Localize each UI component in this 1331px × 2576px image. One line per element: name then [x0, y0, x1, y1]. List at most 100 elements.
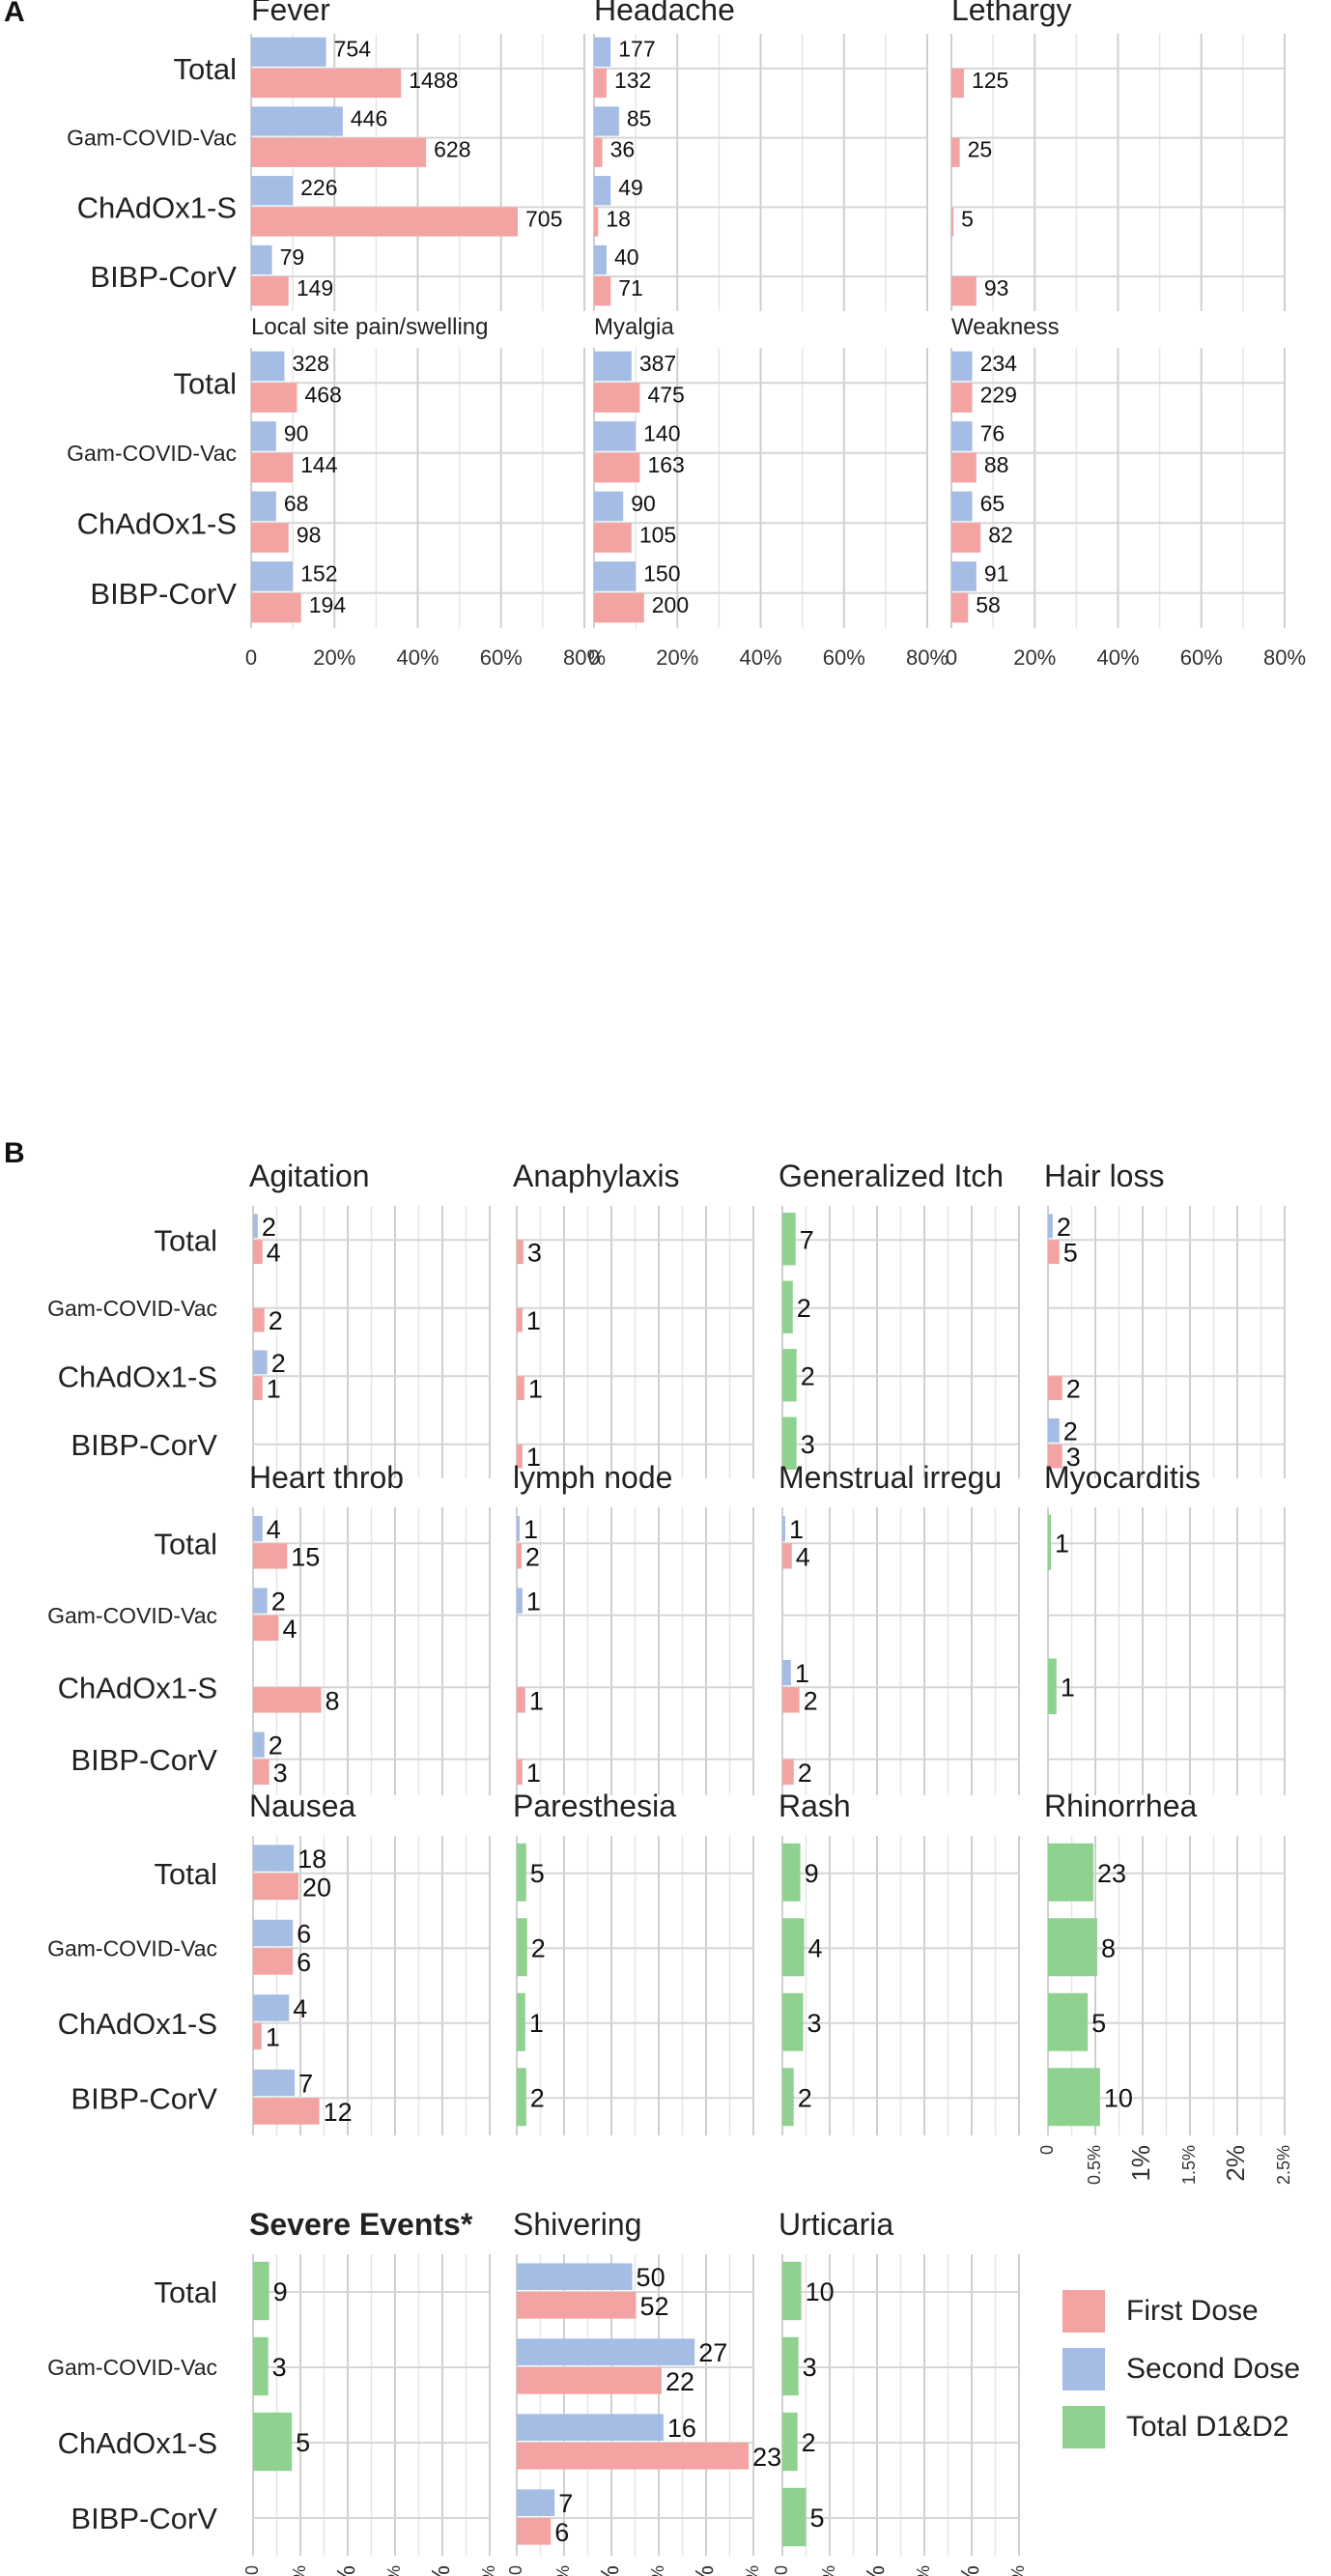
bar-total-d1-d2 — [782, 2336, 799, 2396]
data-label: 3 — [803, 2353, 817, 2382]
data-label: 3 — [527, 1239, 542, 1268]
bar-total-d1-d2 — [782, 1349, 797, 1402]
bar-total-d1-d2 — [782, 1992, 804, 2051]
legend-label-second-dose: Second Dose — [1126, 2353, 1301, 2385]
data-label: 10 — [1104, 2083, 1133, 2112]
facet-rash: Rash 9 4 3 2 — [779, 1789, 1020, 2135]
bar-first-dose — [951, 592, 969, 623]
facet-rhinorrhea: Rhinorrhea 23 8 5 10 0 0.5% 1% 1.5% 2% 2.5% — [1037, 1789, 1293, 2185]
bar-first-dose — [517, 1687, 525, 1713]
facet-title: Heart throb — [249, 1460, 404, 1495]
facet-title: Anaphylaxis — [513, 1159, 680, 1193]
facet-paresthesia: Paresthesia 5 2 1 2 — [513, 1789, 754, 2135]
data-label: 705 — [525, 206, 562, 231]
bar-second-dose — [253, 1214, 258, 1239]
facet-title: Nausea — [249, 1789, 356, 1823]
tick-label: 0.5% — [553, 2565, 573, 2576]
bar-total-d1-d2 — [782, 2412, 798, 2472]
tick-label: 80% — [906, 645, 949, 670]
facet-title: Lethargy — [951, 0, 1072, 27]
data-label: 1 — [529, 2009, 544, 2038]
tick-label: 0 — [946, 645, 957, 670]
tick-label: 20% — [313, 645, 355, 670]
bar-second-dose — [951, 491, 973, 522]
data-label: 2 — [1066, 1375, 1081, 1404]
bar-second-dose — [517, 2414, 664, 2441]
data-label: 9 — [805, 1859, 819, 1888]
bar-second-dose — [594, 106, 619, 136]
data-label: 2 — [1057, 1213, 1071, 1242]
facet-weakness: Weakness 234 76 65 91 229 88 82 58 0 20% 40% 60% 80% — [946, 314, 1306, 670]
data-label: 4 — [293, 1994, 307, 2023]
data-label: 1 — [528, 1375, 543, 1404]
bar-total-d1-d2 — [1048, 2068, 1100, 2127]
facet-title: Headache — [594, 0, 735, 27]
category-label: BIBP-CorV — [71, 2081, 217, 2115]
tick-label: 1.5% — [384, 2565, 404, 2576]
bar-first-dose — [517, 2292, 637, 2319]
data-label: 1 — [526, 1759, 541, 1788]
data-label: 144 — [300, 452, 338, 477]
tick-label: 0 — [242, 2565, 262, 2575]
data-label: 65 — [980, 491, 1005, 516]
data-label: 16 — [667, 2414, 696, 2443]
data-label: 3 — [273, 1759, 288, 1788]
category-label: ChAdOx1-S — [77, 190, 237, 224]
data-label: 1 — [1061, 1673, 1075, 1702]
data-label: 2 — [801, 1361, 815, 1390]
bar-first-dose — [253, 1687, 322, 1713]
bar-first-dose — [782, 1759, 794, 1786]
bar-total-d1-d2 — [782, 2068, 794, 2127]
facet-local-site-pain-swelling: Local site pain/swelling 328 90 68 152 468 144… — [67, 314, 606, 670]
data-label: 9 — [273, 2277, 288, 2306]
data-label: 2 — [525, 1542, 540, 1571]
tick-label: 0 — [1037, 2145, 1057, 2155]
bar-total-d1-d2 — [1048, 1514, 1051, 1571]
facet-title: Generalized Itch — [779, 1159, 1004, 1193]
bar-second-dose — [251, 561, 294, 591]
data-label: 152 — [300, 560, 337, 586]
tick-label: 0.5% — [290, 2565, 309, 2576]
data-label: 90 — [284, 420, 309, 445]
bar-first-dose — [951, 207, 954, 237]
data-label: 328 — [293, 351, 329, 376]
tick-label: 60% — [480, 645, 523, 670]
facet-title: Urticaria — [779, 2207, 893, 2242]
bar-second-dose — [517, 2263, 633, 2290]
data-label: 58 — [976, 592, 1001, 617]
data-label: 10 — [806, 2277, 835, 2306]
bar-total-d1-d2 — [253, 2412, 293, 2472]
data-label: 163 — [647, 452, 684, 477]
facet-lethargy: Lethargy 125 25 5 93 — [950, 0, 1286, 311]
facet-title: Fever — [251, 0, 330, 27]
bar-first-dose — [251, 207, 518, 237]
data-label: 200 — [652, 592, 689, 617]
bar-first-dose — [594, 68, 607, 99]
bar-total-d1-d2 — [782, 1843, 801, 1902]
bar-second-dose — [1048, 1214, 1053, 1239]
bar-total-d1-d2 — [782, 1918, 805, 1977]
bar-total-d1-d2 — [1048, 1918, 1097, 1977]
bar-second-dose — [253, 1732, 265, 1758]
bar-second-dose — [253, 1350, 268, 1375]
bar-first-dose — [951, 523, 981, 553]
data-label: 23 — [752, 2443, 781, 2472]
data-label: 79 — [280, 244, 305, 270]
tick-label: 40% — [1096, 645, 1139, 670]
tick-label: 0 — [588, 645, 600, 670]
tick-label: 60% — [1180, 645, 1223, 670]
bar-second-dose — [517, 1588, 523, 1614]
legend-swatch-total — [1062, 2406, 1105, 2448]
bar-first-dose — [594, 592, 644, 623]
category-label: Gam-COVID-Vac — [47, 2355, 217, 2380]
bar-first-dose — [253, 1307, 265, 1332]
tick-label: 2.5% — [479, 2565, 498, 2576]
data-label: 1 — [526, 1443, 541, 1472]
data-label: 1 — [526, 1588, 541, 1617]
bar-first-dose — [517, 1376, 524, 1401]
data-label: 98 — [297, 522, 322, 547]
data-label: 52 — [639, 2292, 668, 2321]
tick-label: 40% — [396, 645, 439, 670]
data-label: 23 — [1097, 1859, 1126, 1888]
bar-first-dose — [517, 1307, 523, 1332]
